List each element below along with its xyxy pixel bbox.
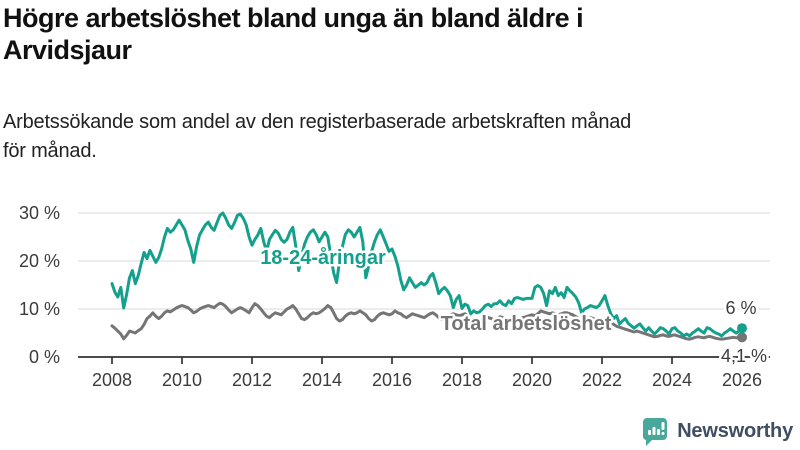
unemployment-line-chart: 0 % 10 % 20 % 30 % 2008 2010 2012 2014 2016 2018 2… bbox=[0, 185, 800, 400]
x-tick-label: 2018 bbox=[442, 370, 482, 390]
series-label-total: Total arbetslöshet bbox=[441, 313, 612, 335]
series-end-dot-young bbox=[737, 323, 748, 334]
page-title-line-2: Arvidsjaur bbox=[3, 35, 132, 65]
end-value-label-young: 6 % bbox=[725, 298, 756, 318]
x-tick-label: 2024 bbox=[652, 370, 692, 390]
x-tick-label: 2014 bbox=[302, 370, 342, 390]
series-line-young bbox=[110, 211, 744, 338]
x-tick-label: 2008 bbox=[92, 370, 132, 390]
logo-bar-3 bbox=[657, 429, 661, 435]
page-title: Högre arbetslöshet bland unga än bland ä… bbox=[3, 2, 584, 66]
newsworthy-logo-text: Newsworthy bbox=[677, 420, 793, 442]
page-subtitle-line-2: för månad. bbox=[3, 140, 97, 162]
y-tick-label: 10 % bbox=[19, 299, 60, 319]
series-end-dot-total bbox=[737, 332, 748, 343]
chart-canvas: 0 % 10 % 20 % 30 % 2008 2010 2012 2014 2016 2018 2… bbox=[19, 203, 770, 390]
y-tick-label: 30 % bbox=[19, 203, 60, 223]
logo-bar-2 bbox=[652, 427, 656, 435]
x-tick-label: 2012 bbox=[232, 370, 272, 390]
page-subtitle: Arbetssökande som andel av den registerb… bbox=[3, 108, 631, 166]
newsworthy-logo: Newsworthy bbox=[642, 417, 793, 446]
logo-bar-1 bbox=[648, 430, 652, 435]
x-tick-label: 2022 bbox=[582, 370, 622, 390]
x-tick-label: 2016 bbox=[372, 370, 412, 390]
x-tick-label: 2026 bbox=[722, 370, 762, 390]
page-subtitle-line-1: Arbetssökande som andel av den registerb… bbox=[3, 111, 632, 133]
logo-exclamation-dot bbox=[661, 432, 665, 435]
newsworthy-logo-icon bbox=[643, 418, 668, 446]
x-tick-label: 2010 bbox=[162, 370, 202, 390]
logo-exclamation-stem bbox=[661, 422, 665, 430]
series-label-young: 18-24-åringar bbox=[260, 246, 386, 269]
x-tick-label: 2020 bbox=[512, 370, 552, 390]
page-title-line-1: Högre arbetslöshet bland unga än bland ä… bbox=[3, 3, 584, 33]
series-line-total bbox=[110, 301, 744, 341]
y-tick-label: 20 % bbox=[19, 251, 60, 271]
end-value-label-total: 4,1 % bbox=[721, 346, 767, 366]
y-tick-label: 0 % bbox=[29, 347, 60, 367]
